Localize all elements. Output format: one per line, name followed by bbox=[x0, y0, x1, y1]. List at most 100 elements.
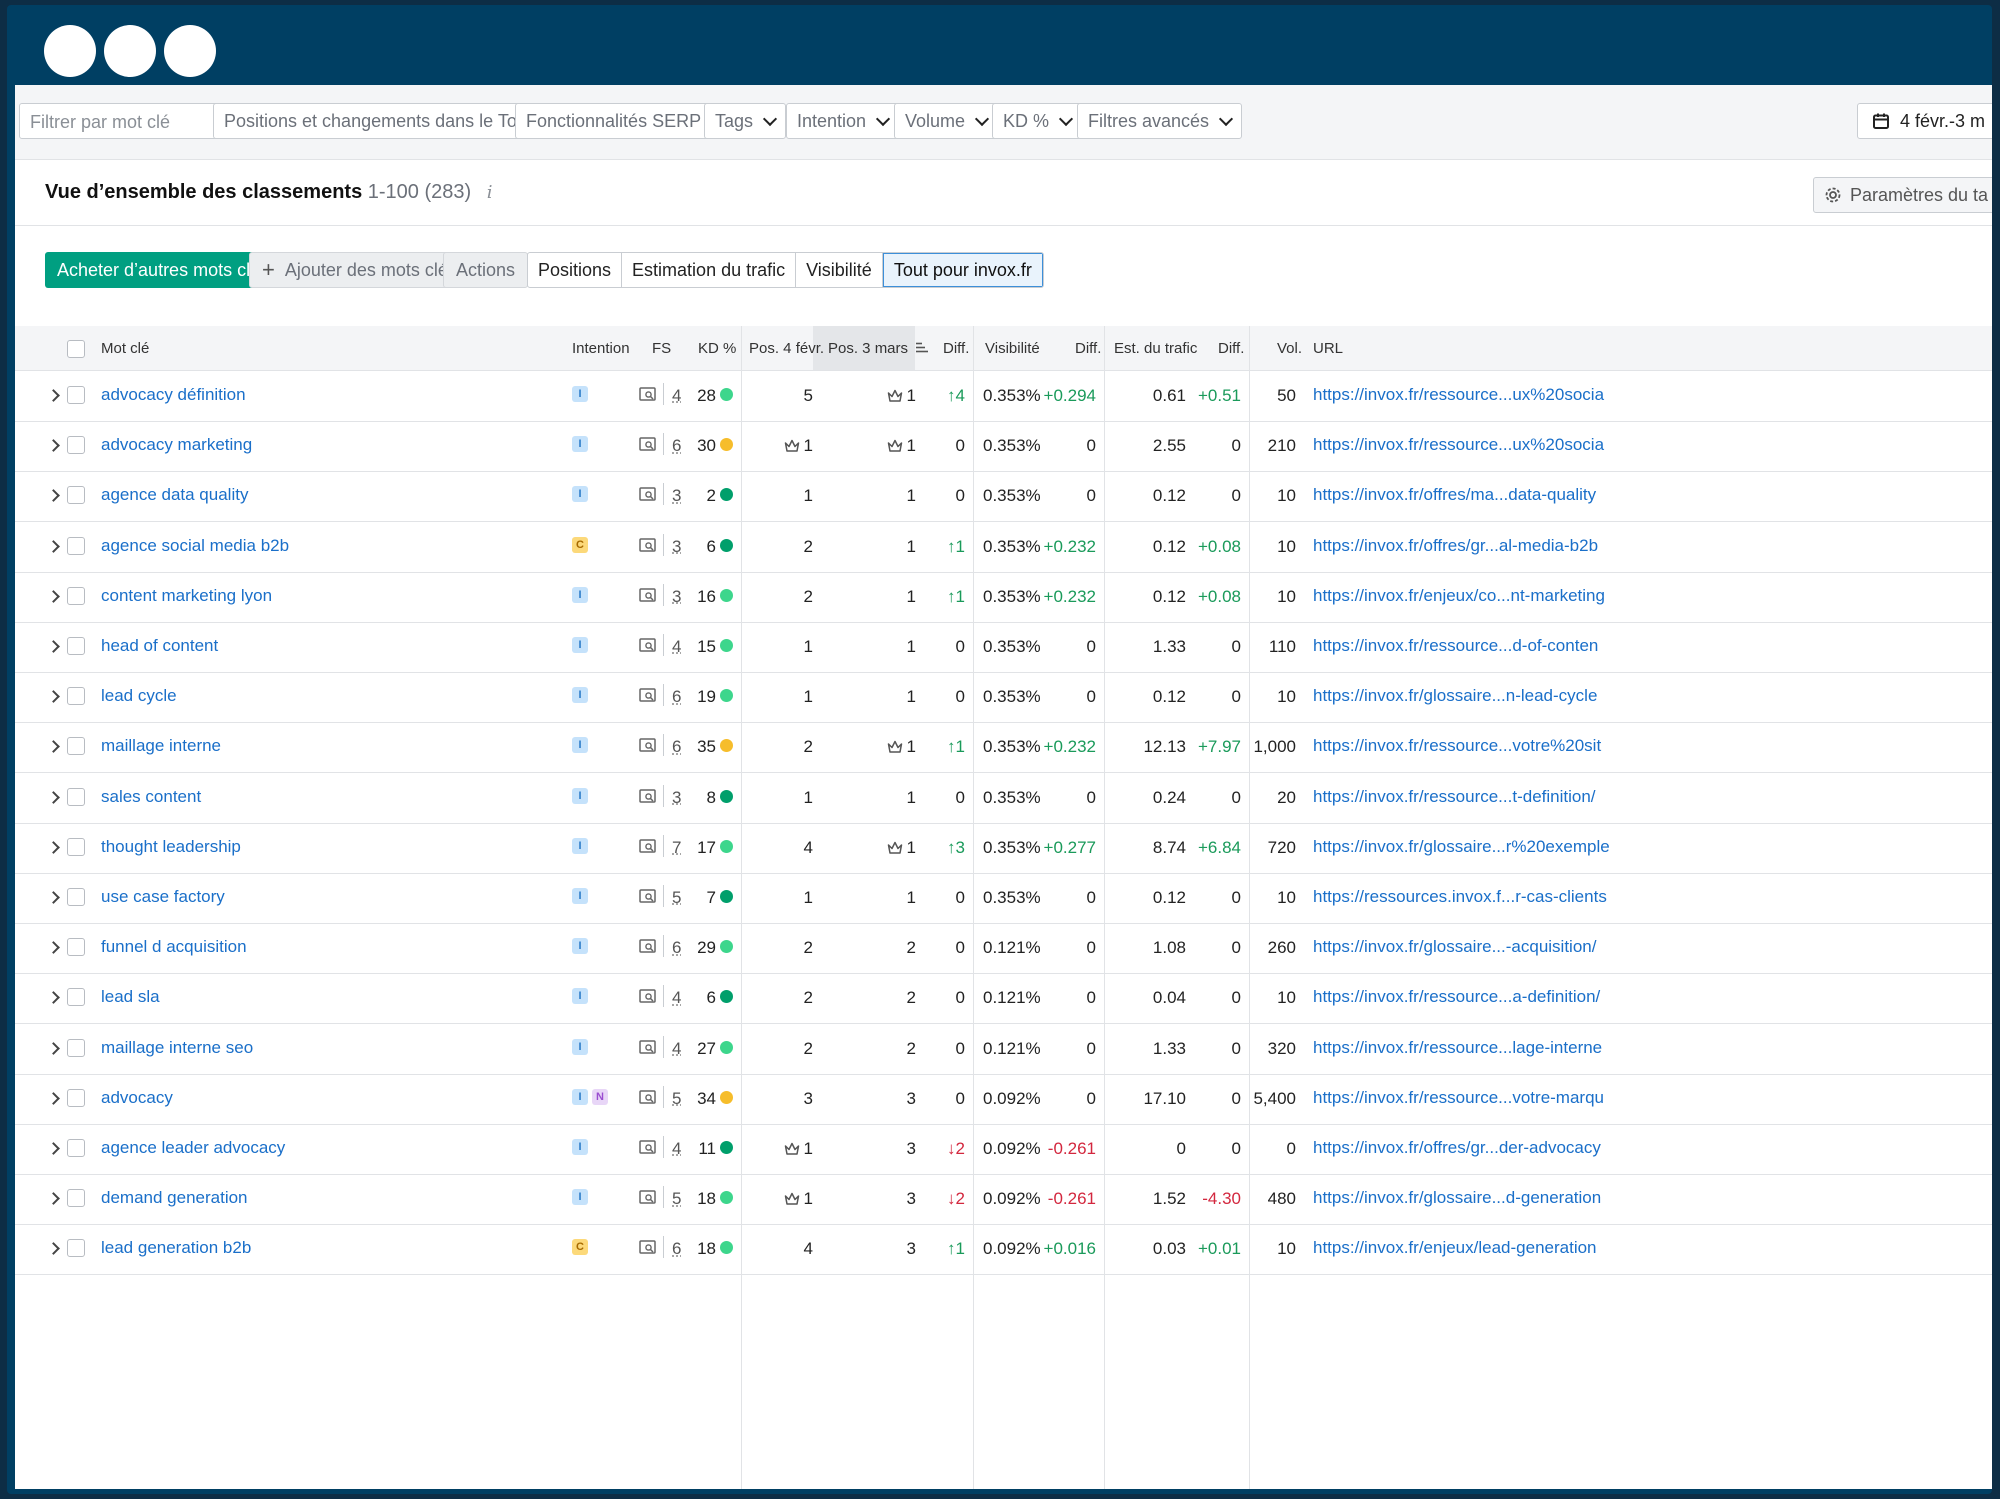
ranking-url-link[interactable]: https://invox.fr/offres/gr...al-media-b2… bbox=[1313, 535, 1599, 555]
keyword-link[interactable]: agence social media b2b bbox=[101, 535, 290, 555]
filter-top-positions[interactable]: Positions et changements dans le Top bbox=[213, 103, 560, 139]
serp-feature-count[interactable]: 5 bbox=[672, 1088, 682, 1108]
keyword-link[interactable]: thought leadership bbox=[101, 836, 241, 856]
table-row[interactable]: use case factory I 5 7 1 1 0 0.353% 0 0.12 0 10 http… bbox=[15, 873, 1992, 924]
table-row[interactable]: thought leadership I 7 17 4 1 ↑3 0.353% +0.277 8.… bbox=[15, 823, 1992, 874]
col-volume[interactable]: Vol. bbox=[1277, 340, 1303, 357]
serp-feature-count[interactable]: 6 bbox=[672, 938, 682, 958]
expand-chevron-icon[interactable] bbox=[47, 1192, 60, 1206]
row-checkbox[interactable] bbox=[67, 1139, 85, 1157]
serp-feature-icon[interactable] bbox=[639, 1240, 656, 1255]
serp-feature-count[interactable]: 4 bbox=[672, 637, 682, 656]
table-row[interactable]: maillage interne I 6 35 2 1 ↑1 0.353% +0.232 12.1… bbox=[15, 722, 1992, 774]
serp-feature-count[interactable]: 3 bbox=[672, 536, 682, 556]
col-fs[interactable]: FS bbox=[652, 340, 672, 357]
row-checkbox[interactable] bbox=[67, 988, 85, 1007]
serp-feature-count[interactable]: 4 bbox=[672, 988, 682, 1008]
table-row[interactable]: advocacy marketing I 6 30 1 1 0 0.353% 0 2.55 0 210… bbox=[15, 421, 1992, 473]
serp-feature-icon[interactable] bbox=[639, 788, 656, 803]
table-row[interactable]: funnel d acquisition I 6 29 2 2 0 0.121% 0 1.08 0 2… bbox=[15, 923, 1992, 975]
keyword-link[interactable]: use case factory bbox=[101, 887, 225, 906]
serp-feature-icon[interactable] bbox=[639, 939, 656, 953]
ranking-url-link[interactable]: https://invox.fr/glossaire...-acquisitio… bbox=[1313, 937, 1597, 957]
serp-feature-count[interactable]: 4 bbox=[672, 1038, 682, 1058]
col-kd[interactable]: KD % bbox=[698, 340, 737, 357]
row-checkbox[interactable] bbox=[67, 486, 85, 505]
row-checkbox[interactable] bbox=[67, 637, 85, 655]
serp-feature-count[interactable]: 7 bbox=[672, 837, 682, 857]
serp-feature-icon[interactable] bbox=[639, 688, 656, 702]
actions-button[interactable]: Actions bbox=[443, 252, 529, 288]
info-icon[interactable]: i bbox=[486, 182, 493, 203]
serp-feature-icon[interactable] bbox=[639, 738, 656, 753]
ranking-url-link[interactable]: https://invox.fr/glossaire...n-lead-cycl… bbox=[1313, 686, 1598, 706]
col-visibility-diff[interactable]: Diff. bbox=[1075, 340, 1102, 357]
ranking-url-link[interactable]: https://invox.fr/ressource...a-definitio… bbox=[1313, 987, 1601, 1007]
table-row[interactable]: advocacy I N 5 34 3 3 0 0.092% 0 17.10 0 5,400 https:… bbox=[15, 1074, 1992, 1125]
serp-feature-icon[interactable] bbox=[639, 1190, 656, 1204]
serp-feature-icon[interactable] bbox=[639, 487, 656, 502]
tab-all[interactable]: Tout pour invox.fr bbox=[882, 253, 1043, 287]
table-row[interactable]: sales content I 3 8 1 1 0 0.353% 0 0.24 0 20 https:/… bbox=[15, 773, 1992, 824]
row-checkbox[interactable] bbox=[67, 687, 85, 706]
serp-feature-icon[interactable] bbox=[639, 387, 656, 401]
table-row[interactable]: maillage interne seo I 4 27 2 2 0 0.121% 0 1.33 0 3… bbox=[15, 1024, 1992, 1075]
expand-chevron-icon[interactable] bbox=[47, 1242, 60, 1256]
keyword-link[interactable]: demand generation bbox=[101, 1188, 248, 1208]
keyword-link[interactable]: lead cycle bbox=[101, 686, 177, 706]
col-traffic[interactable]: Est. du trafic bbox=[1114, 340, 1198, 357]
ranking-url-link[interactable]: https://invox.fr/ressource...d-of-conten bbox=[1313, 636, 1599, 655]
ranking-url-link[interactable]: https://invox.fr/ressource...votre-marqu bbox=[1313, 1087, 1604, 1107]
expand-chevron-icon[interactable] bbox=[47, 489, 60, 503]
expand-chevron-icon[interactable] bbox=[47, 991, 60, 1005]
expand-chevron-icon[interactable] bbox=[47, 640, 60, 653]
table-row[interactable]: demand generation I 5 18 1 3 ↓2 0.092% -0.261 1.5… bbox=[15, 1174, 1992, 1226]
ranking-url-link[interactable]: https://invox.fr/ressource...ux%20socia bbox=[1313, 435, 1605, 455]
serp-feature-count[interactable]: 3 bbox=[672, 787, 682, 807]
serp-feature-icon[interactable] bbox=[639, 437, 656, 451]
keyword-link[interactable]: advocacy bbox=[101, 1087, 173, 1107]
row-checkbox[interactable] bbox=[67, 386, 85, 404]
expand-chevron-icon[interactable] bbox=[47, 690, 60, 704]
search-input[interactable]: Filtrer par mot clé bbox=[30, 112, 171, 132]
filter-volume[interactable]: Volume bbox=[894, 103, 999, 139]
table-row[interactable]: content marketing lyon I 3 16 2 1 ↑1 0.353% +0.2… bbox=[15, 572, 1992, 623]
serp-feature-count[interactable]: 6 bbox=[672, 687, 682, 707]
serp-feature-count[interactable]: 5 bbox=[672, 888, 682, 907]
col-url[interactable]: URL bbox=[1313, 340, 1344, 357]
row-checkbox[interactable] bbox=[67, 837, 85, 856]
serp-feature-icon[interactable] bbox=[639, 839, 656, 853]
serp-feature-count[interactable]: 3 bbox=[672, 486, 682, 506]
row-checkbox[interactable] bbox=[67, 1239, 85, 1258]
expand-chevron-icon[interactable] bbox=[47, 589, 60, 603]
table-row[interactable]: lead sla I 4 6 2 2 0 0.121% 0 0.04 0 10 https://invo… bbox=[15, 973, 1992, 1025]
expand-chevron-icon[interactable] bbox=[47, 740, 60, 754]
tab-traffic[interactable]: Estimation du trafic bbox=[622, 253, 797, 287]
serp-feature-count[interactable]: 5 bbox=[672, 1189, 682, 1209]
col-pos-feb[interactable]: Pos. 4 févr. bbox=[749, 340, 825, 357]
col-diff[interactable]: Diff. bbox=[943, 340, 970, 357]
serp-feature-icon[interactable] bbox=[639, 1140, 656, 1154]
table-row[interactable]: agence social media b2b C 3 6 2 1 ↑1 0.353% +0.2… bbox=[15, 522, 1992, 573]
keyword-link[interactable]: agence data quality bbox=[101, 485, 249, 505]
filter-kd[interactable]: KD % bbox=[992, 103, 1083, 139]
serp-feature-count[interactable]: 6 bbox=[672, 1239, 682, 1259]
filter-intent[interactable]: Intention bbox=[786, 103, 900, 139]
expand-chevron-icon[interactable] bbox=[47, 1142, 60, 1155]
keyword-link[interactable]: lead sla bbox=[101, 987, 160, 1007]
keyword-link[interactable]: agence leader advocacy bbox=[101, 1138, 286, 1157]
row-checkbox[interactable] bbox=[67, 536, 85, 555]
col-keyword[interactable]: Mot clé bbox=[101, 340, 150, 357]
tab-visibility[interactable]: Visibilité bbox=[796, 253, 883, 287]
col-traffic-diff[interactable]: Diff. bbox=[1218, 340, 1245, 357]
filter-tags[interactable]: Tags bbox=[704, 103, 787, 139]
ranking-url-link[interactable]: https://invox.fr/enjeux/co...nt-marketin… bbox=[1313, 585, 1605, 605]
window-dot-1[interactable] bbox=[44, 25, 96, 77]
ranking-url-link[interactable]: https://invox.fr/ressource...ux%20socia bbox=[1313, 385, 1605, 404]
table-row[interactable]: advocacy définition I 4 28 5 1 ↑4 0.353% +0.294 0… bbox=[15, 371, 1992, 422]
row-checkbox[interactable] bbox=[67, 737, 85, 756]
ranking-url-link[interactable]: https://ressources.invox.f...r-cas-clien… bbox=[1313, 887, 1607, 906]
col-visibility[interactable]: Visibilité bbox=[985, 340, 1040, 357]
row-checkbox[interactable] bbox=[67, 938, 85, 957]
ranking-url-link[interactable]: https://invox.fr/offres/ma...data-qualit… bbox=[1313, 485, 1597, 505]
